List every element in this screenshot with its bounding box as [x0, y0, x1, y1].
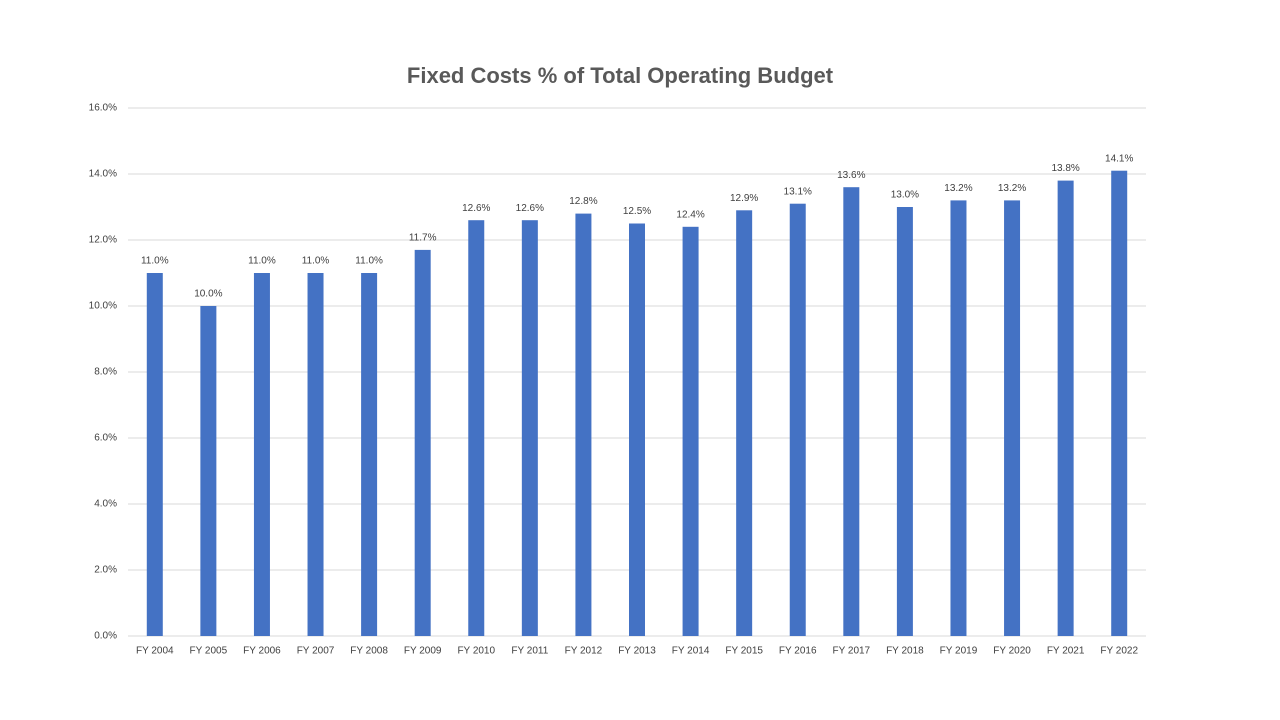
- x-tick-label: FY 2013: [618, 646, 656, 657]
- x-tick-label: FY 2022: [1100, 646, 1138, 657]
- x-tick-label: FY 2008: [350, 646, 388, 657]
- x-tick-label: FY 2012: [565, 646, 603, 657]
- value-label: 12.6%: [462, 203, 490, 214]
- x-tick-label: FY 2004: [136, 646, 174, 657]
- value-label: 13.2%: [998, 183, 1026, 194]
- bar: [789, 203, 806, 636]
- value-label: 11.7%: [409, 233, 437, 244]
- bar: [253, 273, 270, 636]
- x-tick-label: FY 2021: [1047, 646, 1085, 657]
- x-tick-label: FY 2015: [725, 646, 763, 657]
- x-tick-label: FY 2006: [243, 646, 281, 657]
- value-label: 12.8%: [569, 196, 597, 207]
- bar: [468, 220, 485, 636]
- bar: [950, 200, 967, 636]
- bar: [1111, 170, 1128, 636]
- x-tick-label: FY 2020: [993, 646, 1031, 657]
- value-label: 13.0%: [891, 190, 919, 201]
- value-label: 12.6%: [516, 203, 544, 214]
- value-label: 11.0%: [302, 256, 330, 267]
- bar: [682, 226, 699, 637]
- bar: [896, 207, 913, 636]
- value-label: 11.0%: [355, 256, 383, 267]
- x-tick-label: FY 2019: [940, 646, 978, 657]
- value-label: 11.0%: [141, 256, 169, 267]
- value-label: 13.6%: [837, 170, 865, 181]
- value-label: 11.0%: [248, 256, 276, 267]
- x-tick-label: FY 2017: [833, 646, 871, 657]
- value-label: 13.8%: [1051, 163, 1079, 174]
- y-tick-label: 14.0%: [89, 169, 117, 180]
- bar: [843, 187, 860, 636]
- y-tick-label: 12.0%: [89, 235, 117, 246]
- y-tick-label: 16.0%: [89, 103, 117, 114]
- bar: [146, 273, 163, 636]
- y-tick-label: 6.0%: [94, 433, 117, 444]
- y-tick-label: 8.0%: [94, 367, 117, 378]
- bar: [307, 273, 324, 636]
- value-label: 13.2%: [944, 183, 972, 194]
- x-tick-label: FY 2005: [190, 646, 228, 657]
- value-label: 10.0%: [194, 289, 222, 300]
- bar: [629, 223, 645, 636]
- value-label: 12.4%: [676, 209, 704, 220]
- bar: [736, 210, 753, 637]
- y-tick-label: 4.0%: [94, 499, 117, 510]
- x-tick-label: FY 2014: [672, 646, 710, 657]
- bar: [1057, 180, 1074, 636]
- x-tick-label: FY 2016: [779, 646, 817, 657]
- bar: [414, 249, 431, 636]
- x-tick-label: FY 2011: [511, 646, 548, 657]
- value-label: 12.5%: [623, 206, 651, 217]
- value-label: 13.1%: [784, 186, 812, 197]
- bar: [200, 306, 217, 636]
- x-tick-label: FY 2010: [457, 646, 495, 657]
- y-tick-label: 0.0%: [94, 631, 117, 642]
- value-label: 14.1%: [1105, 153, 1133, 164]
- x-tick-label: FY 2007: [297, 646, 335, 657]
- x-tick-label: FY 2009: [404, 646, 442, 657]
- y-tick-label: 2.0%: [94, 565, 117, 576]
- x-tick-label: FY 2018: [886, 646, 924, 657]
- value-label: 12.9%: [730, 193, 758, 204]
- bar: [1004, 200, 1021, 636]
- y-tick-label: 10.0%: [89, 301, 117, 312]
- chart-title: Fixed Costs % of Total Operating Budget: [407, 63, 834, 88]
- bar: [361, 273, 378, 636]
- bar: [521, 220, 538, 636]
- bar: [575, 213, 592, 636]
